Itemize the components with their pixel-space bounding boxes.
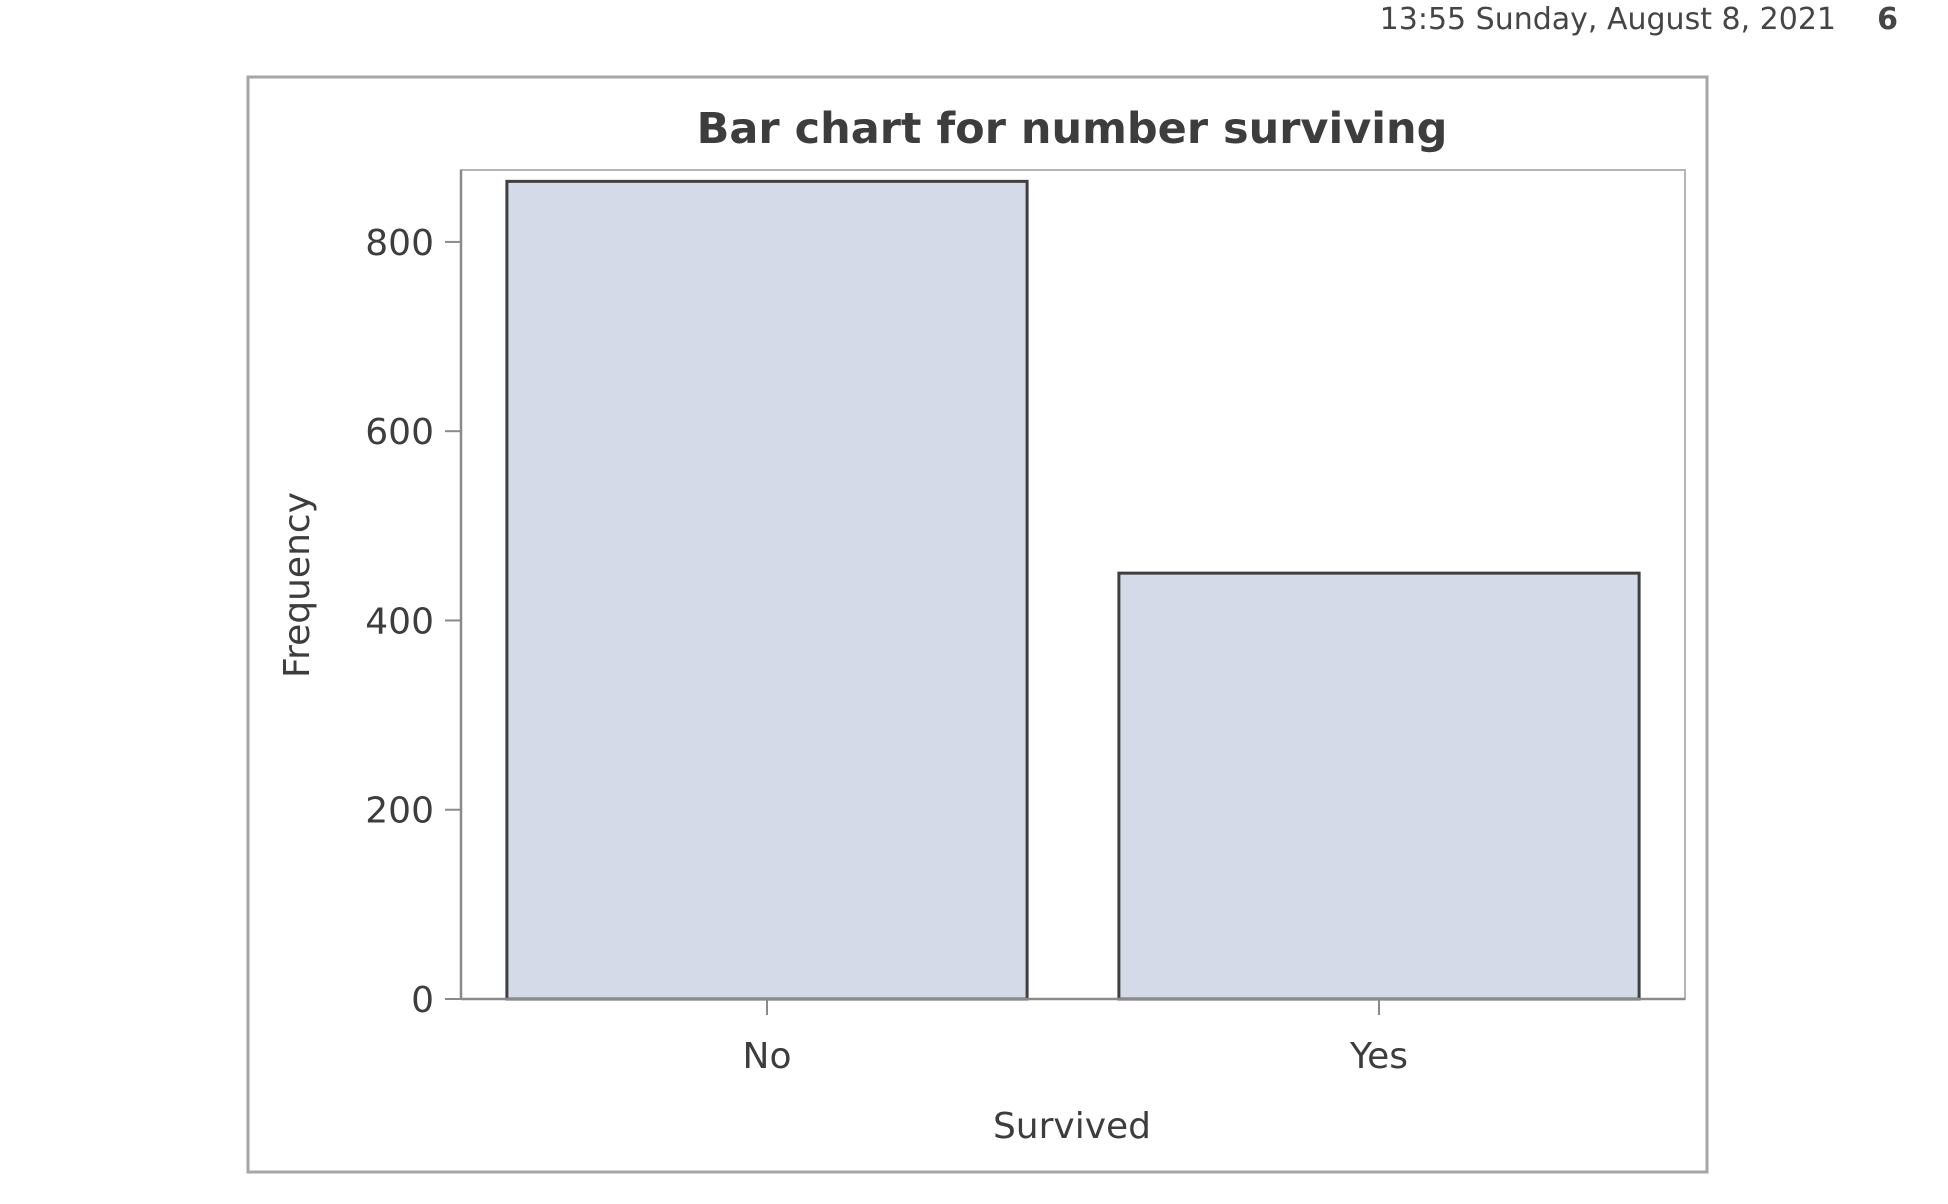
x-tick-label: No — [743, 1036, 792, 1077]
bar-no — [505, 179, 1029, 1001]
page-datetime: 13:55 Sunday, August 8, 2021 — [1379, 2, 1836, 37]
y-axis-label: Frequency — [277, 492, 318, 678]
y-tick-label: 200 — [365, 791, 434, 832]
bar-yes — [1117, 571, 1641, 1001]
y-tick-label: 400 — [365, 601, 434, 642]
page-header: 13:55 Sunday, August 8, 2021 6 — [0, 0, 1948, 40]
y-tick-label: 0 — [411, 980, 434, 1021]
page-number: 6 — [1877, 2, 1898, 37]
x-axis-label: Survived — [993, 1106, 1151, 1147]
bars-layer — [505, 179, 1641, 1001]
y-tick-label: 600 — [365, 412, 434, 453]
y-tick-label: 800 — [365, 223, 434, 264]
chart-title: Bar chart for number surviving — [697, 104, 1448, 154]
axes-layer: No Yes 0 200 400 600 800 — [365, 170, 1685, 1077]
x-tick-label: Yes — [1349, 1036, 1408, 1077]
